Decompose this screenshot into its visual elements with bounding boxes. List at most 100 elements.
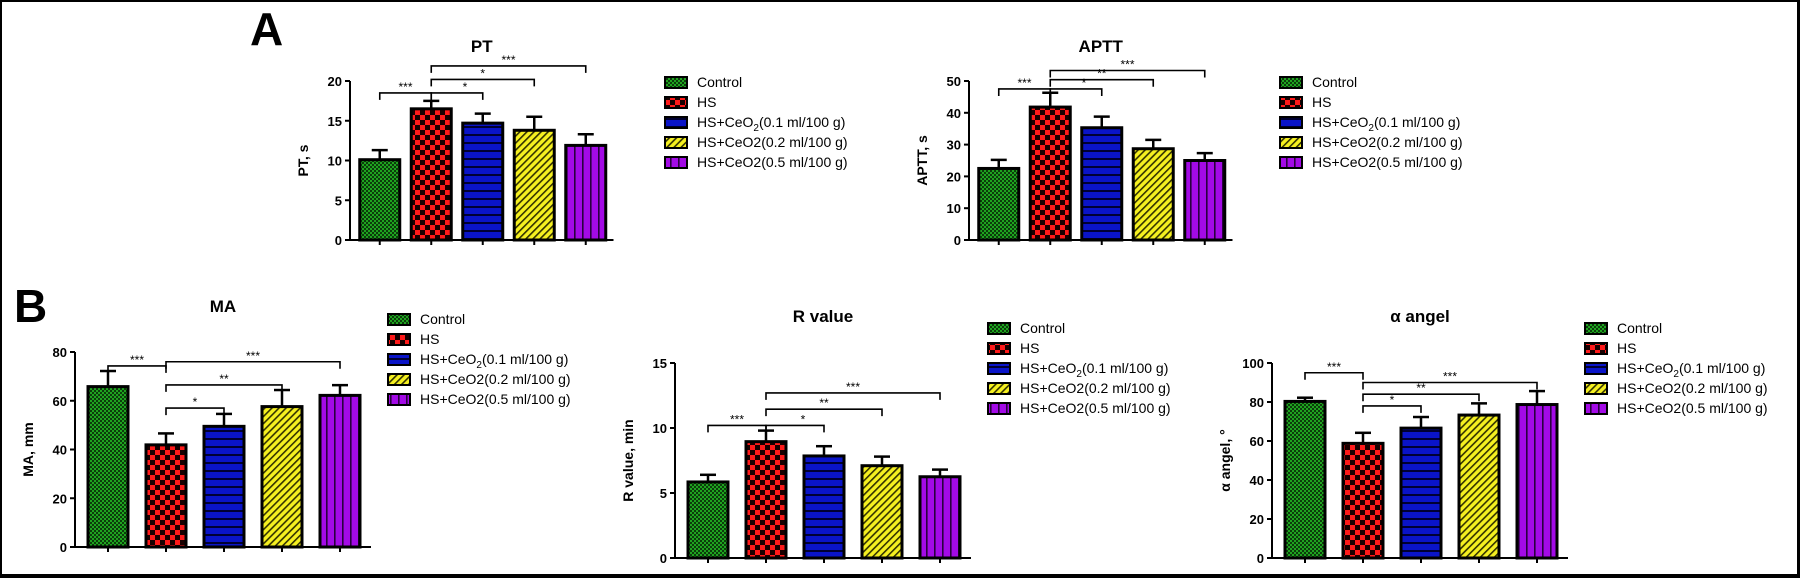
bar-3 [1131,147,1175,242]
panel-label-b: B [14,280,48,332]
significance-label: * [1082,76,1087,90]
y-tick-label: 5 [660,486,667,501]
y-tick-label: 0 [335,233,342,248]
legend-swatch-0 [664,76,688,89]
legend-item-4: HS+CeO2(0.5 ml/100 g) [697,154,848,170]
y-tick-label: 10 [328,154,342,169]
y-tick-label: 20 [53,491,67,506]
y-tick-label: 30 [947,138,961,153]
panel-label-a: A [250,3,284,55]
legend-swatch-1 [387,333,411,346]
bar-4 [318,393,362,549]
significance-bracket [707,424,767,433]
significance-bracket [165,360,341,369]
legend-item-3: HS+CeO2(0.2 ml/100 g) [1020,380,1171,396]
bar-1 [744,440,788,560]
bar-3 [512,128,556,242]
legend-item-0: Control [1617,320,1662,336]
legend-swatch-0 [1279,76,1303,89]
significance-bracket [430,78,536,87]
legend-item-1: HS [697,94,716,110]
y-axis-label: PT, s [295,144,311,176]
legend-swatch-3 [1584,382,1608,395]
legend-item-1: HS [1020,340,1039,356]
legend-item-2: HS+CeO2(0.1 ml/100 g) [697,114,845,134]
significance-bracket [107,365,167,373]
bar-3 [1457,413,1501,560]
legend-item-4: HS+CeO2(0.5 ml/100 g) [420,391,571,407]
legend-swatch-2 [1279,116,1303,129]
y-tick-label: 0 [60,540,67,555]
chart-title: α angel [1390,307,1450,326]
legend-item-2: HS+CeO2(0.1 ml/100 g) [420,351,568,371]
legend-item-4: HS+CeO2(0.5 ml/100 g) [1617,400,1768,416]
significance-bracket [1304,371,1364,380]
bar-3 [260,405,304,549]
legend-swatch-1 [987,342,1011,355]
significance-label: * [193,395,198,409]
legend-swatch-2 [664,116,688,129]
legend-item-2: HS+CeO2(0.1 ml/100 g) [1020,360,1168,380]
y-tick-label: 20 [947,169,961,184]
significance-bracket [165,407,225,416]
legend-item-3: HS+CeO2(0.2 ml/100 g) [1312,134,1463,150]
chart-title: R value [793,307,853,326]
significance-label: *** [130,353,144,367]
chart-title: MA [210,297,236,316]
legend-swatch-2 [1584,362,1608,375]
legend-item-0: Control [420,311,465,327]
bar-4 [918,475,962,560]
y-tick-label: 10 [947,201,961,216]
significance-bracket [1362,393,1480,402]
legend-swatch-3 [664,136,688,149]
y-axis-label: APTT, s [914,135,930,186]
bar-4 [1515,403,1559,560]
significance-bracket [765,424,825,433]
significance-bracket [378,92,433,100]
y-tick-label: 80 [1250,395,1264,410]
significance-label: ** [819,396,829,410]
bar-4 [564,143,608,242]
legend-item-0: Control [697,74,742,90]
significance-label: *** [1443,370,1457,384]
legend-item-1: HS [1312,94,1331,110]
significance-bracket [1049,78,1155,87]
significance-label: *** [1017,76,1031,90]
y-tick-label: 60 [1250,434,1264,449]
legend-swatch-4 [1279,156,1303,169]
legend-item-2: HS+CeO2(0.1 ml/100 g) [1617,360,1765,380]
significance-bracket [765,408,883,417]
y-axis-label: MA, mm [20,422,36,476]
y-tick-label: 5 [335,193,342,208]
y-axis-label: R value, min [620,419,636,501]
bar-0 [358,158,402,242]
significance-label: *** [846,380,860,394]
bar-1 [1341,441,1385,560]
y-tick-label: 0 [1257,551,1264,566]
significance-bracket [1049,69,1206,78]
legend-swatch-0 [987,322,1011,335]
y-tick-label: 40 [1250,473,1264,488]
bar-1 [144,443,188,549]
y-tick-label: 40 [947,106,961,121]
y-tick-label: 10 [653,421,667,436]
y-tick-label: 60 [53,394,67,409]
significance-bracket [1362,381,1538,390]
significance-label: * [463,80,468,94]
y-tick-label: 40 [53,443,67,458]
significance-label: *** [246,349,260,363]
legend-swatch-4 [387,393,411,406]
significance-label: *** [730,412,744,426]
significance-bracket [165,384,283,392]
significance-label: ** [1416,381,1426,395]
bar-4 [1183,159,1227,242]
significance-label: ** [1097,67,1107,81]
significance-bracket [430,65,587,73]
legend-item-1: HS [420,331,439,347]
y-tick-label: 0 [660,551,667,566]
legend-swatch-4 [664,156,688,169]
significance-label: *** [398,80,412,94]
y-tick-label: 15 [328,114,342,129]
legend-swatch-1 [1584,342,1608,355]
